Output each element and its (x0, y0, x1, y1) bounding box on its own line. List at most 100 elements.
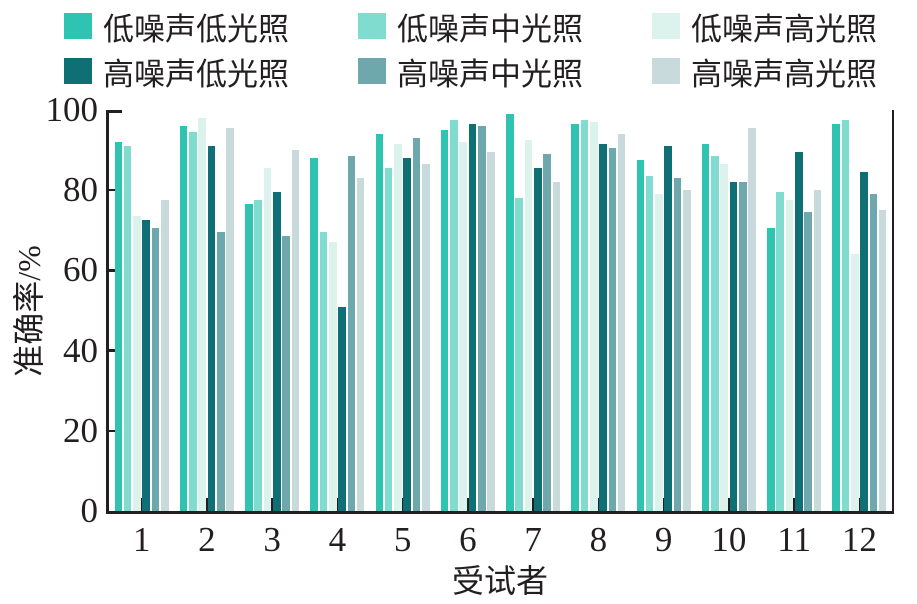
x-tick-label: 11 (777, 520, 811, 559)
bar-s5-g1 (151, 228, 160, 511)
bar-s1-g3 (245, 204, 253, 511)
bar-s5-g9 (673, 178, 682, 511)
x-tick-label: 3 (263, 520, 281, 559)
chart-legend: 低噪声低光照 低噪声中光照 低噪声高光照高噪声低光照 高噪声中光照 高噪声高光照 (64, 4, 917, 93)
bar-s4-g6 (468, 124, 477, 511)
legend-label: 低噪声低光照 (103, 11, 289, 47)
x-tick-label: 6 (459, 520, 477, 559)
bar-s1-g2 (179, 126, 188, 511)
y-tick-label: 80 (63, 170, 98, 210)
legend-swatch-icon (64, 58, 92, 84)
x-axis-tick (466, 498, 470, 511)
bar-s1-g1 (114, 142, 123, 511)
bar-s5-g10 (739, 182, 747, 511)
legend-swatch-icon (358, 58, 386, 84)
bar-s6-g12 (878, 210, 887, 511)
bar-s1-g11 (767, 228, 775, 511)
y-tick-label: 40 (63, 330, 98, 370)
bar-s3-g4 (328, 242, 337, 511)
bar-s6-g10 (748, 128, 756, 511)
x-tick-label: 7 (524, 520, 542, 559)
bar-s2-g4 (319, 232, 328, 511)
bar-s3-g11 (785, 200, 794, 511)
bar-s2-g10 (711, 156, 719, 511)
bar-s3-g10 (720, 164, 729, 511)
bar-s6-g3 (291, 150, 300, 511)
y-axis-tick (109, 110, 122, 113)
bar-s5-g2 (217, 232, 225, 511)
legend-swatch-icon (358, 13, 386, 39)
bar-s2-g7 (515, 198, 523, 511)
legend-swatch-icon (652, 58, 680, 84)
legend-item-6: 高噪声高光照 (652, 49, 917, 93)
bar-s2-g12 (841, 120, 850, 511)
bar-s2-g6 (450, 120, 458, 511)
bar-s4-g5 (403, 158, 412, 511)
bar-s3-g9 (655, 194, 663, 511)
bar-s1-g4 (310, 158, 318, 511)
bar-s2-g3 (254, 200, 262, 511)
y-tick-label: 100 (45, 90, 99, 129)
legend-label: 低噪声高光照 (691, 11, 877, 47)
bar-s4-g3 (272, 192, 281, 511)
x-axis-tick (858, 498, 861, 511)
y-tick-label: 20 (63, 410, 98, 450)
bar-s2-g2 (189, 132, 197, 511)
bar-s2-g11 (776, 192, 784, 511)
legend-swatch-icon (652, 13, 680, 39)
x-axis-tick (205, 498, 209, 511)
bar-s3-g3 (263, 168, 272, 511)
bar-s6-g11 (813, 190, 822, 511)
bar-s3-g5 (394, 144, 402, 511)
bar-s5-g5 (412, 138, 421, 511)
bar-s3-g8 (589, 122, 598, 511)
bar-s6-g8 (617, 134, 626, 511)
bar-s5-g11 (804, 212, 812, 511)
bar-s4-g11 (794, 152, 803, 511)
bar-s6-g5 (422, 164, 430, 511)
x-axis-tick (401, 498, 404, 511)
x-axis-tick (727, 498, 731, 511)
bar-s2-g9 (645, 176, 654, 511)
x-tick-label: 5 (393, 520, 412, 559)
plot-area (106, 110, 894, 514)
bar-s4-g7 (533, 168, 542, 511)
bar-s6-g1 (161, 200, 169, 511)
bar-s4-g8 (599, 144, 607, 511)
bar-s1-g7 (506, 114, 514, 511)
legend-item-1: 低噪声低光照 (64, 4, 358, 48)
bar-s2-g5 (384, 168, 393, 511)
x-axis-tick (531, 498, 535, 511)
x-axis-tick (597, 498, 600, 511)
bar-s4-g9 (664, 146, 673, 511)
bar-s2-g8 (580, 120, 589, 511)
legend-label: 高噪声中光照 (397, 56, 583, 92)
bar-s3-g2 (198, 118, 207, 511)
x-tick-label: 1 (132, 520, 151, 559)
bar-s5-g12 (869, 194, 878, 511)
bar-s4-g2 (207, 146, 216, 511)
x-tick-label: 4 (328, 520, 347, 559)
bar-s1-g5 (375, 134, 384, 511)
x-tick-label: 12 (841, 520, 877, 559)
bar-s5-g7 (543, 154, 551, 511)
legend-label: 高噪声高光照 (691, 56, 877, 92)
bar-s3-g12 (850, 254, 859, 511)
legend-label: 低噪声中光照 (397, 11, 583, 47)
legend-label: 高噪声低光照 (103, 56, 289, 92)
bar-s5-g4 (347, 156, 356, 511)
bar-s1-g10 (701, 144, 710, 511)
bar-s6-g7 (552, 182, 561, 511)
bar-s1-g9 (636, 160, 645, 511)
legend-item-5: 高噪声中光照 (358, 49, 652, 93)
x-tick-label: 8 (589, 520, 608, 559)
bar-s6-g9 (683, 190, 691, 511)
y-tick-label: 0 (80, 491, 99, 530)
bar-s5-g3 (282, 236, 290, 511)
x-tick-label: 10 (711, 520, 747, 559)
x-axis-title: 受试者 (451, 563, 549, 599)
bar-s6-g4 (356, 178, 365, 511)
bar-s5-g6 (478, 126, 486, 511)
bar-s3-g6 (459, 142, 468, 511)
